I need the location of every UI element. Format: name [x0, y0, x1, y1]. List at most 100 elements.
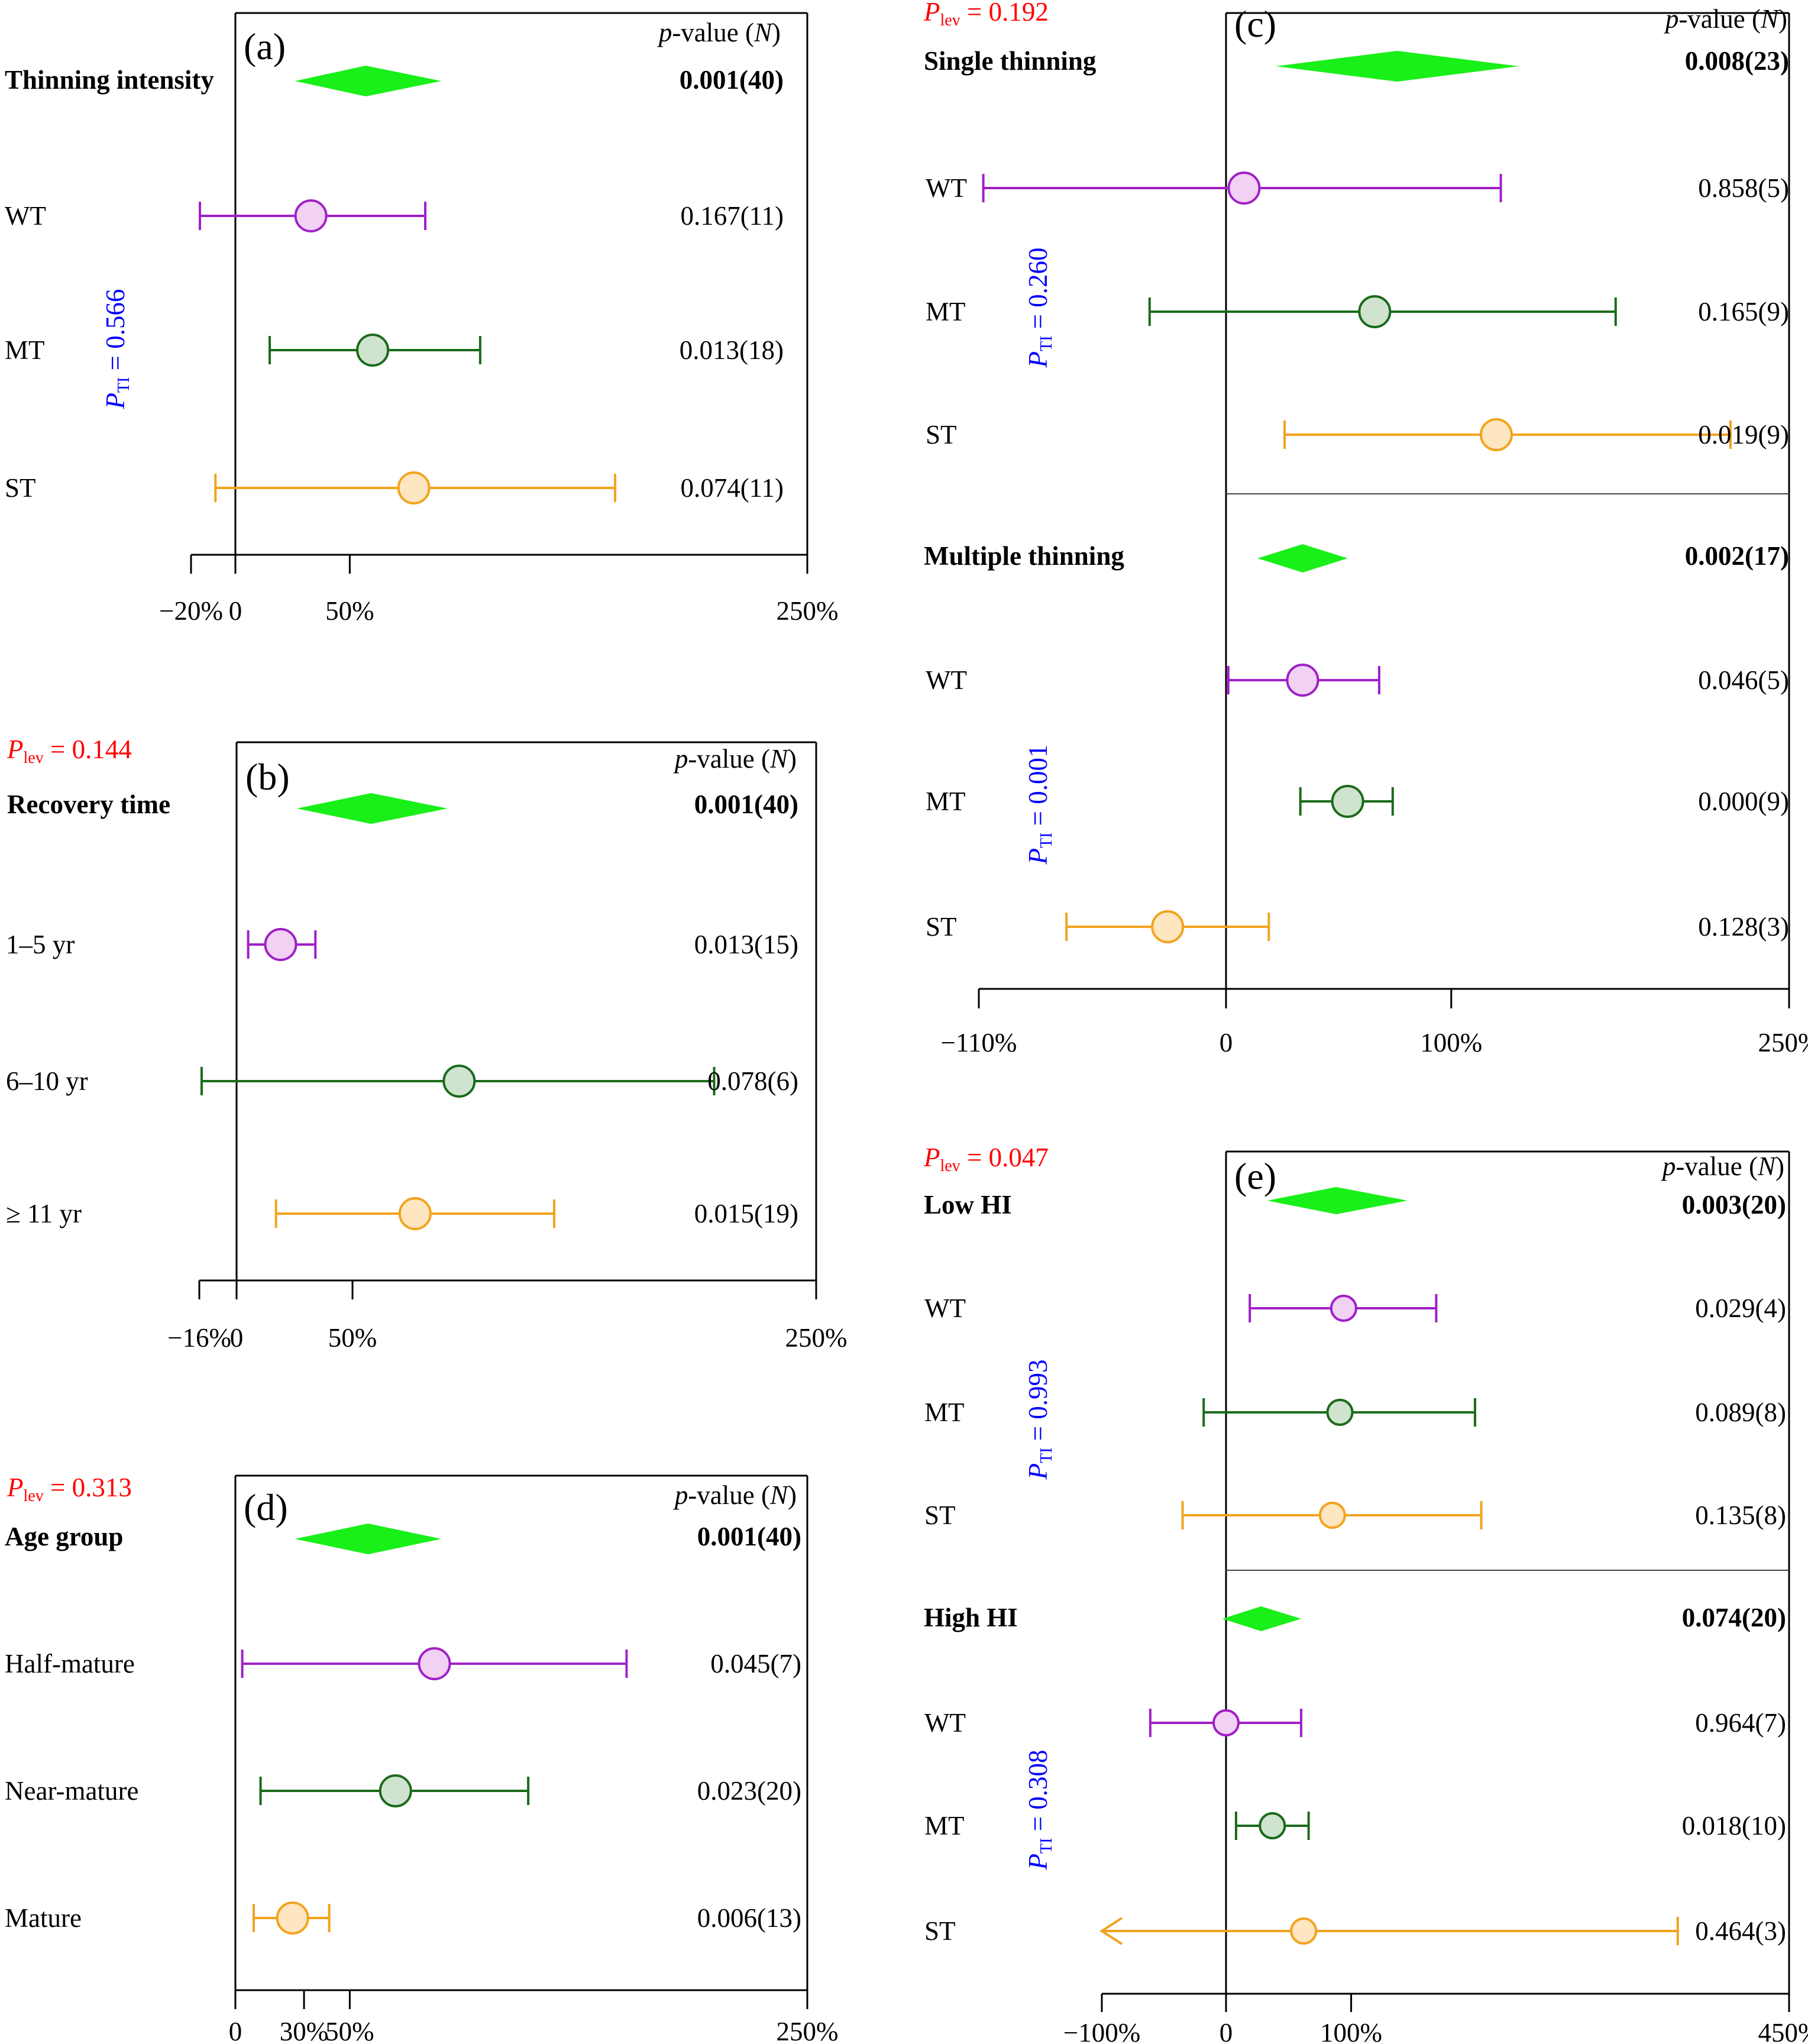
row-p-value: 0.029(4)	[1695, 1293, 1786, 1323]
row-p-value: 0.045(7)	[710, 1649, 801, 1678]
row-p-value: 0.013(18)	[680, 335, 784, 365]
mean-effect-point	[442, 1065, 476, 1098]
x-tick-label: 0	[230, 1323, 244, 1353]
x-tick-label: 450%	[1758, 2018, 1808, 2044]
row-p-value: 0.074(11)	[680, 473, 784, 503]
mean-effect-point	[379, 1774, 412, 1807]
x-tick-label: 0	[229, 596, 242, 626]
group-age-group: Age group 0.001(40) Half-mature 0.045(7) Nea…	[5, 1522, 801, 1935]
p-lev-label: Plev = 0.313	[7, 1473, 132, 1505]
row-p-value: 0.167(11)	[680, 201, 784, 231]
p-ti-label: PTI = 0.308	[1023, 1749, 1056, 1870]
x-tick-label: 250%	[785, 1323, 848, 1353]
row-label: ≥ 11 yr	[6, 1199, 82, 1228]
overall-p-value: 0.001(40)	[694, 790, 798, 819]
x-tick-label: 50%	[325, 2017, 374, 2044]
forest-row-mt: MT 0.000(9)	[926, 785, 1789, 818]
p-ti-label: PTI = 0.993	[1023, 1359, 1056, 1480]
x-tick-label: 250%	[1758, 1028, 1808, 1057]
mean-effect-point	[1212, 1709, 1240, 1736]
mean-effect-point	[1331, 785, 1364, 818]
panel-label: (c)	[1234, 3, 1276, 45]
panel-label: (b)	[245, 756, 290, 798]
x-tick-label: 50%	[325, 596, 374, 626]
overall-effect-diamond	[1257, 544, 1348, 573]
row-label: ST	[926, 912, 957, 942]
mean-effect-point	[1326, 1399, 1354, 1426]
x-tick-label: −110%	[941, 1028, 1017, 1057]
panel-frame	[1225, 1150, 1790, 1994]
mean-effect-point	[264, 928, 297, 961]
group-title: Low HI	[924, 1190, 1012, 1220]
x-tick-label: −20%	[159, 596, 223, 626]
x-tick-label: 0	[229, 2017, 242, 2044]
overall-p-value: 0.074(20)	[1682, 1603, 1786, 1632]
forest-row-wt: WT 0.858(5)	[926, 172, 1789, 205]
group-title: Multiple thinning	[924, 541, 1124, 571]
panel-label: (e)	[1234, 1155, 1276, 1197]
panel-frame	[1225, 12, 1790, 989]
x-tick-label: −100%	[1063, 2018, 1140, 2044]
x-axis: −100% 0 100% 450%	[1063, 1993, 1808, 2044]
forest-row-wt: WT 0.964(7)	[924, 1708, 1786, 1738]
overall-p-value: 0.001(40)	[680, 65, 784, 95]
row-p-value: 0.006(13)	[697, 1903, 801, 1933]
p-value-header: p-value (N)	[1664, 4, 1787, 34]
row-p-value: 0.135(8)	[1695, 1500, 1786, 1530]
mean-effect-point	[276, 1901, 309, 1935]
panel-a: −20% 0 50% 250% (a) p-value (N) Thinning inten…	[5, 12, 839, 626]
forest-row-mt: MT 0.018(10)	[924, 1811, 1786, 1841]
mean-effect-point	[418, 1647, 451, 1680]
row-label: Near-mature	[5, 1776, 138, 1806]
mean-effect-point	[1318, 1502, 1346, 1529]
row-label: 1–5 yr	[6, 930, 75, 959]
row-p-value: 0.078(6)	[707, 1066, 798, 1096]
x-tick-label: 0	[1220, 2018, 1233, 2044]
group-title: Recovery time	[7, 790, 170, 819]
row-label: MT	[5, 335, 45, 365]
panel-frame	[234, 1474, 808, 1990]
row-p-value: 0.858(5)	[1698, 173, 1789, 203]
mean-effect-point	[1227, 172, 1261, 205]
row-label: MT	[924, 1398, 965, 1427]
x-tick-label: 0	[1220, 1028, 1233, 1057]
forest-row-mt: MT 0.089(8)	[924, 1398, 1786, 1427]
group-single-thinning: Single thinning 0.008(23) PTI = 0.260 WT 0.8…	[924, 46, 1789, 451]
group-title: High HI	[924, 1603, 1018, 1632]
group-low-hi: Low HI 0.003(20) PTI = 0.993 WT 0.029(4) MT 0.…	[924, 1187, 1786, 1530]
mean-effect-point	[1259, 1812, 1286, 1839]
forest-row-st: ST 0.464(3)	[924, 1916, 1786, 1946]
forest-row-st: ST 0.074(11)	[5, 471, 784, 504]
row-label: WT	[924, 1708, 966, 1738]
mean-effect-point	[398, 1197, 432, 1230]
row-p-value: 0.046(5)	[1698, 665, 1789, 695]
panel-frame	[234, 12, 808, 555]
row-label: MT	[924, 1811, 965, 1841]
panel-d: 0 30%50% 250% (d) p-value (N) Plev = 0.313 Age…	[5, 1473, 839, 2044]
p-lev-label: Plev = 0.047	[923, 1143, 1049, 1175]
forest-row-mt: Near-mature 0.023(20)	[5, 1774, 801, 1807]
row-p-value: 0.013(15)	[694, 930, 798, 959]
mean-effect-point	[1151, 910, 1185, 943]
row-label: ST	[5, 473, 36, 503]
mean-effect-point	[1290, 1917, 1318, 1945]
x-tick-label: 100%	[1320, 2018, 1382, 2044]
x-axis: −16%0 50% 250%	[167, 1279, 848, 1353]
mean-effect-point	[1479, 418, 1513, 451]
forest-row-st: ≥ 11 yr 0.015(19)	[6, 1197, 798, 1230]
x-tick-label: 250%	[777, 2017, 839, 2044]
overall-effect-diamond	[295, 1524, 442, 1554]
overall-effect-diamond	[1222, 1606, 1301, 1631]
mean-effect-point	[1330, 1295, 1357, 1322]
forest-row-st: ST 0.019(9)	[926, 418, 1789, 451]
mean-effect-point	[356, 334, 390, 367]
forest-row-mt: MT 0.165(9)	[926, 295, 1789, 328]
row-p-value: 0.464(3)	[1695, 1916, 1786, 1946]
overall-p-value: 0.003(20)	[1682, 1190, 1786, 1220]
group-high-hi: High HI 0.074(20) PTI = 0.308 WT 0.964(7) MT 0…	[924, 1603, 1786, 1946]
p-value-header: p-value (N)	[657, 18, 781, 47]
p-lev-label: Plev = 0.192	[923, 0, 1049, 30]
x-axis: −20% 0 50% 250%	[159, 554, 839, 626]
overall-effect-diamond	[1275, 51, 1519, 82]
forest-row-wt: 1–5 yr 0.013(15)	[6, 928, 798, 961]
